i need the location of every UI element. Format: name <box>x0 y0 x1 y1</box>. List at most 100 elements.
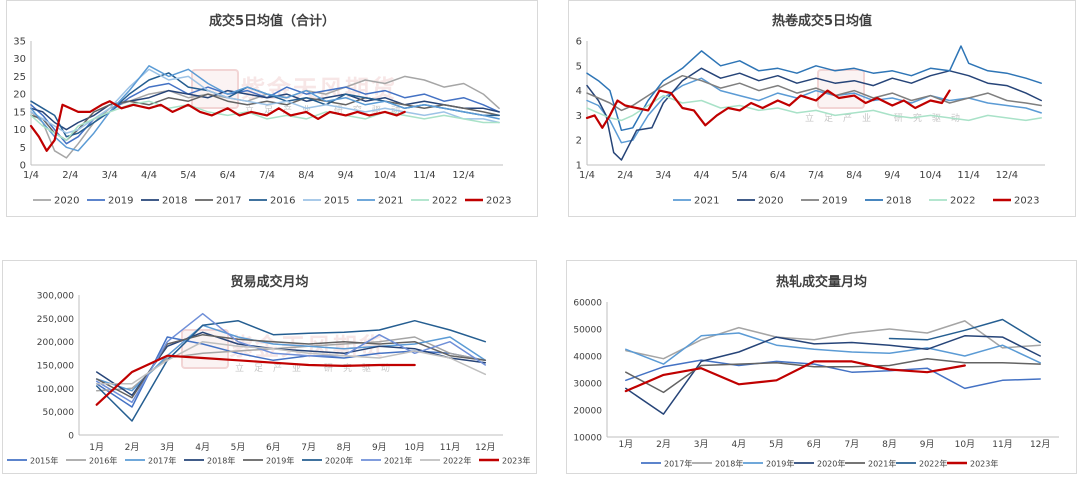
y-tick-label: 1 <box>576 161 582 172</box>
x-tick-label: 12/4 <box>452 170 474 181</box>
series-line-2018年 <box>625 320 1041 360</box>
series-line-2022 <box>586 94 1042 122</box>
x-tick-label: 11/4 <box>957 170 979 181</box>
series-line-2023年 <box>95 354 416 406</box>
y-tick-label: 2 <box>576 136 582 147</box>
series-line-2023 <box>585 89 951 129</box>
x-tick-label: 9月 <box>372 442 387 453</box>
x-tick-label: 3月 <box>694 439 709 450</box>
x-tick-label: 8月 <box>337 442 352 453</box>
legend-label: 2018 <box>886 196 911 207</box>
legend-label: 2017年 <box>148 456 176 466</box>
y-tick-label: 100,000 <box>37 385 74 395</box>
series-line-2022 <box>30 100 500 141</box>
series-line-2022年 <box>888 318 1041 344</box>
series-line-2017年 <box>95 324 487 392</box>
x-tick-label: 7月 <box>301 442 316 453</box>
x-tick-label: 11月 <box>992 439 1012 450</box>
x-tick-label: 2/4 <box>617 170 633 181</box>
series-line-2019 <box>30 82 500 145</box>
y-tick-label: 10000 <box>573 434 602 444</box>
x-tick-label: 7/4 <box>259 170 275 181</box>
x-tick-label: 9月 <box>920 439 935 450</box>
series-line-2018 <box>30 89 500 131</box>
y-tick-label: 0 <box>20 161 26 172</box>
series-line-2019年 <box>625 332 1041 365</box>
line-chart: 10000 20000 30000 40000 50000 60000 1月 2月 3月 4月 5月… <box>573 299 1059 469</box>
legend-label: 2019年 <box>766 459 794 469</box>
legend-label: 2020 <box>758 196 783 207</box>
y-tick-label: 50000 <box>573 326 602 336</box>
legend-label: 2019 <box>108 196 133 207</box>
series-line-2019 <box>586 74 1042 112</box>
legend-label: 2023 <box>1014 196 1039 207</box>
series-line-2018 <box>586 45 1042 132</box>
y-tick-label: 6 <box>576 37 582 48</box>
x-tick-label: 12/4 <box>996 170 1018 181</box>
chart-title: 热卷成交5日均值 <box>771 14 873 29</box>
x-tick-label: 9/4 <box>884 170 900 181</box>
chart-title: 贸易成交月均 <box>230 275 309 290</box>
y-tick-label: 25 <box>13 72 26 83</box>
y-tick-label: 60000 <box>573 299 602 309</box>
series-line-2023年 <box>624 360 966 393</box>
series-line-2019年 <box>95 333 487 399</box>
legend-label: 2021 <box>378 196 403 207</box>
series-line-2020年 <box>95 319 487 422</box>
legend-label: 2020年 <box>817 459 845 469</box>
x-tick-label: 10月 <box>955 439 975 450</box>
x-tick-label: 8月 <box>882 439 897 450</box>
line-chart: 0 50,000 100,000 150,000 200,000 250,000 300,0… <box>7 292 530 466</box>
legend-label: 2022 <box>432 196 457 207</box>
y-tick-label: 30 <box>13 54 26 65</box>
series-line-2021 <box>30 65 500 152</box>
x-tick-label: 6/4 <box>770 170 786 181</box>
legend-label: 2018 <box>162 196 187 207</box>
x-tick-label: 2月 <box>656 439 671 450</box>
x-tick-label: 1/4 <box>579 170 595 181</box>
x-tick-label: 1月 <box>89 442 104 453</box>
y-tick-label: 5 <box>20 143 26 154</box>
legend-label: 2022年 <box>443 456 471 466</box>
x-tick-label: 12月 <box>1030 439 1050 450</box>
chart-panel-hot-rolled-monthly: 热轧成交量月均 10000 20000 30000 40000 50000 60000 1月… <box>566 260 1077 474</box>
legend-label: 2016年 <box>89 456 117 466</box>
x-tick-label: 6月 <box>266 442 281 453</box>
y-tick-label: 40000 <box>573 353 602 363</box>
x-tick-label: 4/4 <box>693 170 709 181</box>
x-tick-label: 8/4 <box>846 170 862 181</box>
x-tick-label: 4/4 <box>141 170 157 181</box>
y-tick-label: 200,000 <box>37 338 74 348</box>
legend-label: 2023年 <box>502 456 530 466</box>
x-tick-label: 10月 <box>404 442 424 453</box>
legend-label: 2023 <box>486 196 511 207</box>
x-tick-label: 12月 <box>475 442 495 453</box>
x-tick-label: 2/4 <box>62 170 78 181</box>
series-line-2020 <box>586 67 1042 161</box>
legend-label: 2023年 <box>970 459 998 469</box>
series-line-2021年 <box>625 357 1041 394</box>
y-tick-label: 4 <box>576 86 582 97</box>
x-tick-label: 8/4 <box>298 170 314 181</box>
x-tick-label: 4月 <box>195 442 210 453</box>
y-tick-label: 250,000 <box>37 315 74 325</box>
legend-label: 2022年 <box>919 459 947 469</box>
chart-panel-daily-total: 成交5日均值（合计） 紫金天风期货 立足产业 研究驱动 0 5 10 15 20 25 30… <box>6 0 538 217</box>
legend-label: 2018年 <box>715 459 743 469</box>
series-line-2017年 <box>625 359 1041 390</box>
y-tick-label: 50,000 <box>43 408 75 418</box>
x-tick-label: 2月 <box>125 442 140 453</box>
chart-title: 成交5日均值（合计） <box>208 14 336 29</box>
y-tick-label: 0 <box>68 432 74 442</box>
x-tick-label: 7月 <box>844 439 859 450</box>
line-chart: 1 2 3 4 5 6 1/4 2/4 3/4 4/4 5/4 6/4 7/4 8/4 9/4 10/4 11/… <box>576 37 1045 207</box>
y-tick-label: 15 <box>13 107 26 118</box>
legend-label: 2020年 <box>325 456 353 466</box>
series-line-2018年 <box>95 331 487 397</box>
y-tick-label: 10 <box>13 125 26 136</box>
y-tick-label: 150,000 <box>37 362 74 372</box>
x-tick-label: 3/4 <box>102 170 118 181</box>
series-line-2023 <box>29 100 406 152</box>
chart-title: 热轧成交量月均 <box>775 275 867 290</box>
y-tick-label: 5 <box>576 61 582 72</box>
